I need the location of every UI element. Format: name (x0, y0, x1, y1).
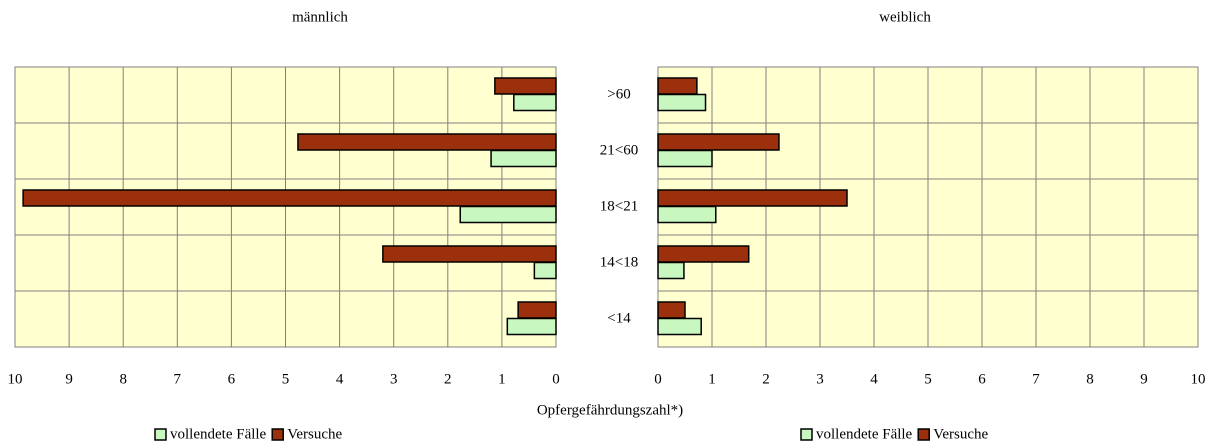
legend-label: vollendete Fälle (170, 426, 267, 442)
legend-swatch (154, 428, 167, 441)
bar (494, 77, 557, 95)
category-label: <14 (607, 310, 631, 326)
x-tick-label: 1 (498, 371, 506, 387)
x-tick-label: 2 (762, 371, 770, 387)
bar (459, 205, 557, 224)
category-label: 14<18 (600, 254, 638, 270)
bar (657, 301, 686, 319)
x-tick-label: 3 (390, 371, 398, 387)
bar (297, 133, 557, 151)
x-tick-label: 10 (1191, 371, 1206, 387)
legend-label: vollendete Fälle (816, 426, 913, 442)
bar (517, 301, 557, 319)
bar (533, 261, 557, 280)
x-axis-label: Opfergefährdungszahl*) (537, 402, 683, 418)
x-tick-label: 7 (1032, 371, 1040, 387)
bar (506, 317, 557, 336)
bar (657, 261, 685, 280)
bar (657, 189, 848, 207)
x-tick-label: 0 (654, 371, 662, 387)
x-tick-label: 7 (174, 371, 182, 387)
x-tick-label: 3 (816, 371, 824, 387)
x-tick-label: 6 (228, 371, 236, 387)
legend-label: Versuche (287, 426, 342, 442)
bar (513, 93, 557, 112)
category-label: >60 (607, 86, 630, 102)
bar (657, 317, 702, 336)
bar (657, 77, 698, 95)
legend-swatch (800, 428, 813, 441)
x-tick-label: 10 (8, 371, 23, 387)
x-tick-label: 5 (924, 371, 932, 387)
bar (657, 93, 707, 112)
legend-swatch (271, 428, 284, 441)
legend-label: Versuche (933, 426, 988, 442)
category-label: 18<21 (600, 198, 638, 214)
x-tick-label: 4 (336, 371, 344, 387)
x-tick-label: 9 (1140, 371, 1148, 387)
x-tick-label: 9 (65, 371, 73, 387)
x-tick-label: 4 (870, 371, 878, 387)
chart-title: männlich (292, 9, 348, 25)
bar (657, 205, 717, 224)
x-tick-label: 5 (282, 371, 290, 387)
category-label: 21<60 (600, 142, 638, 158)
bar (657, 245, 750, 263)
bar (657, 149, 713, 168)
x-tick-label: 8 (119, 371, 127, 387)
chart-title: weiblich (879, 9, 931, 25)
bar (490, 149, 557, 168)
bar (657, 133, 780, 151)
legend-swatch (917, 428, 930, 441)
x-tick-label: 1 (708, 371, 716, 387)
x-tick-label: 0 (552, 371, 560, 387)
x-tick-label: 8 (1086, 371, 1094, 387)
bar (382, 245, 557, 263)
x-tick-label: 2 (444, 371, 452, 387)
x-tick-label: 6 (978, 371, 986, 387)
bar (22, 189, 557, 207)
